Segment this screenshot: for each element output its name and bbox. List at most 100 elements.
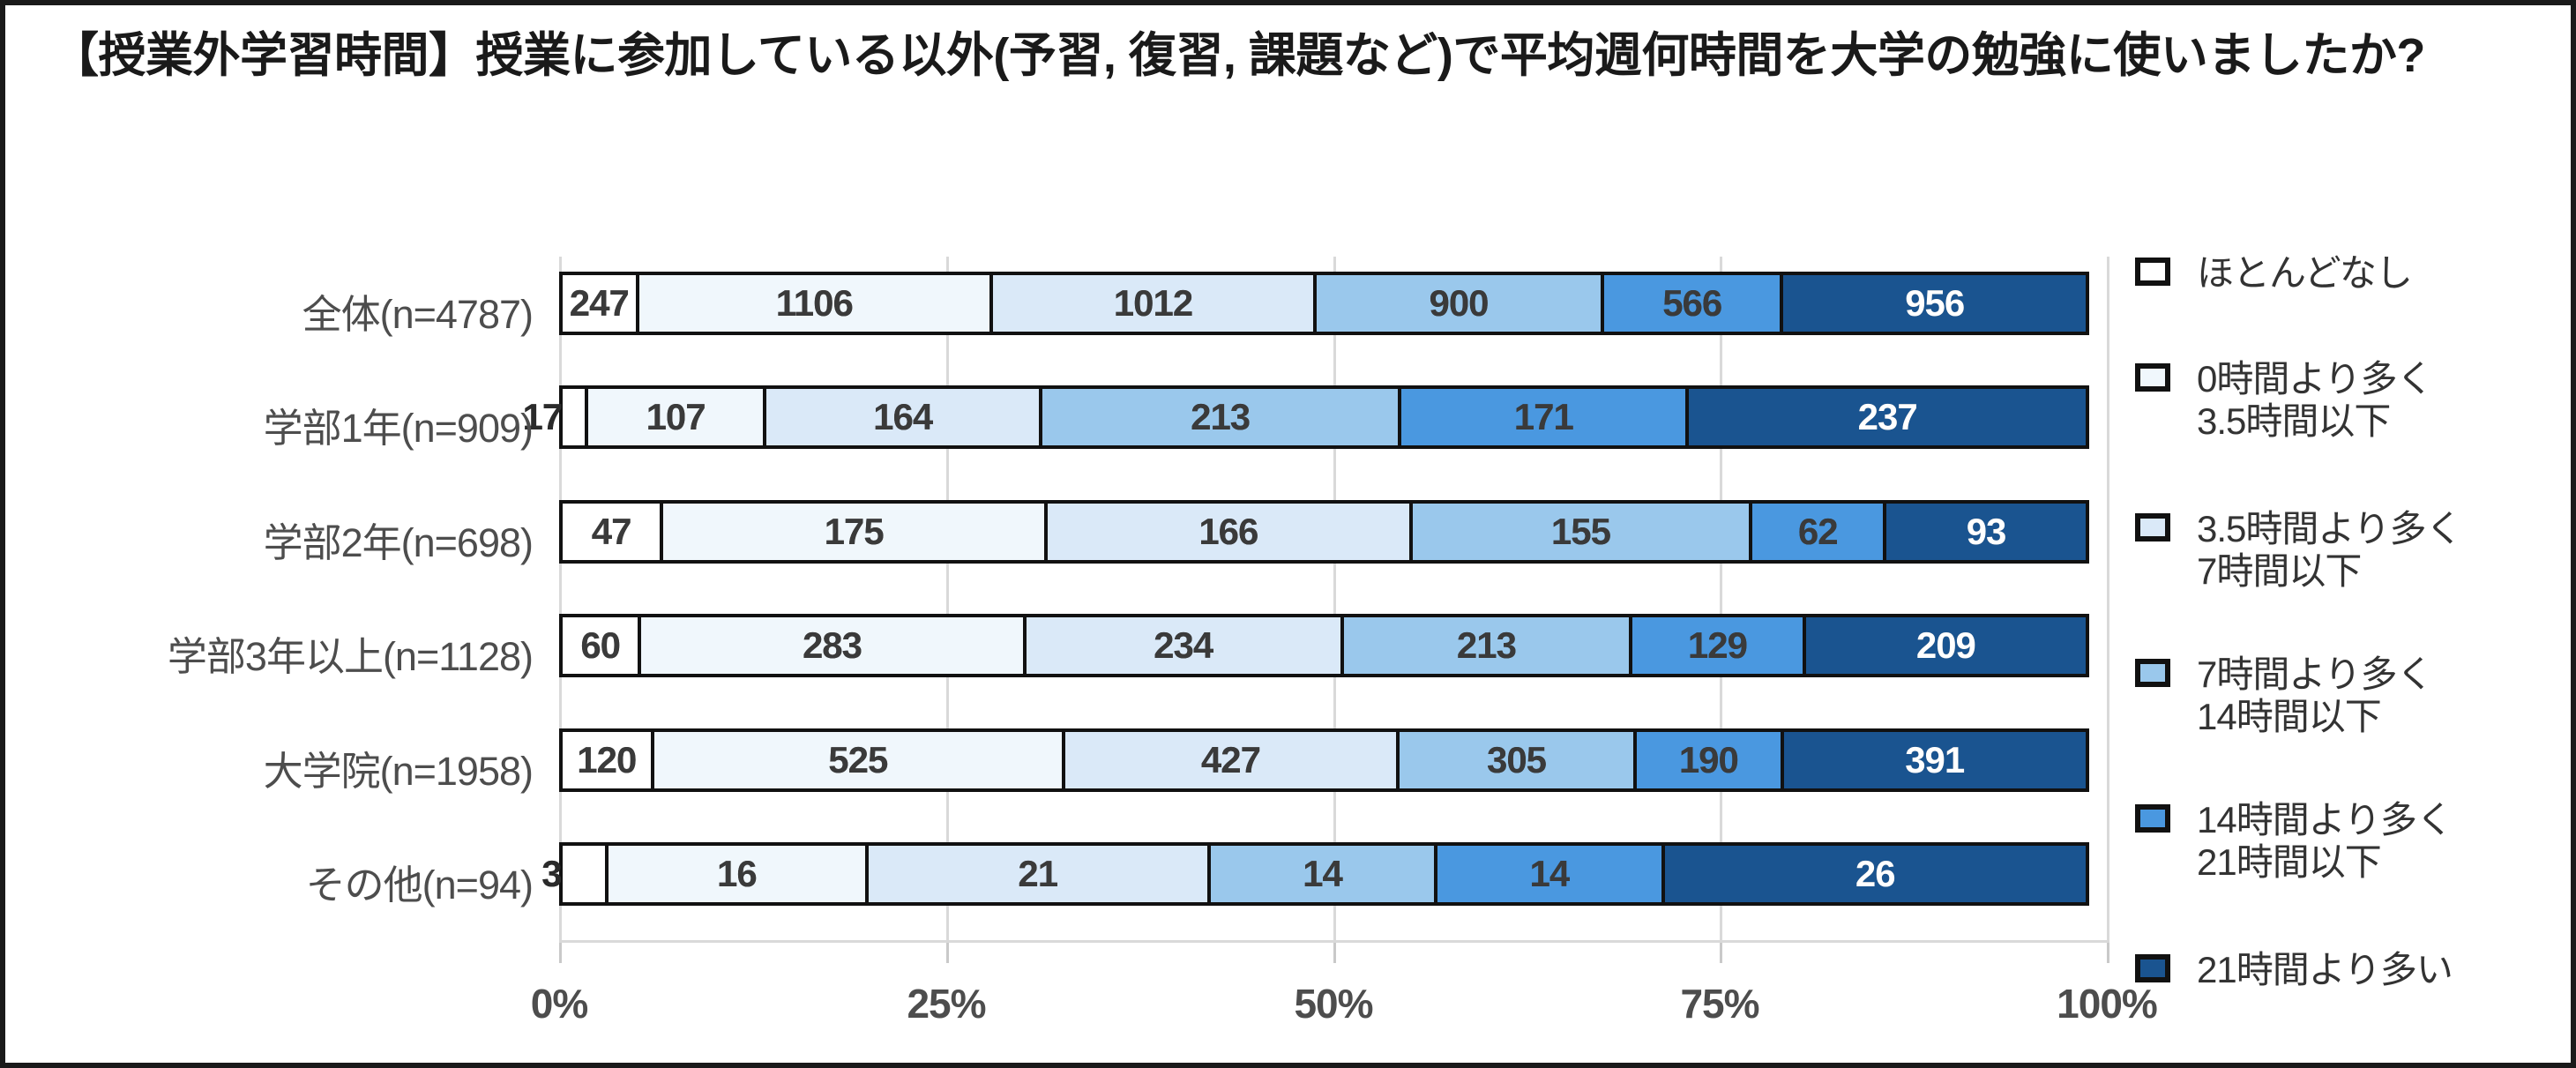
y-axis-category-label: 大学院(n=1958) (263, 749, 534, 794)
stacked-bar-row: 17 107 164 213 171 237 (523, 385, 2107, 449)
bar-segment[interactable]: 283 (638, 614, 1027, 677)
bar-segment-value: 234 (1154, 624, 1213, 666)
bar-segment[interactable]: 391 (1780, 728, 2089, 792)
bar-segment[interactable]: 166 (1044, 500, 1413, 564)
legend-item[interactable]: 14時間より多く 21時間以下 (2135, 799, 2453, 884)
bar-segment-value: 14 (1303, 853, 1343, 894)
legend-color-swatch (2135, 513, 2170, 541)
bar-segment-value: 26 (1855, 853, 1896, 894)
bar-segment-value: 3 (541, 853, 562, 894)
legend-item-label: 14時間より多く 21時間以下 (2197, 799, 2453, 883)
legend-item[interactable]: 21時間より多い (2135, 949, 2453, 991)
y-axis-category-label: 学部1年(n=909) (263, 406, 534, 451)
bar-segment-value: 171 (1513, 396, 1574, 437)
bar-segment-value: 16 (717, 853, 758, 894)
bar-segment[interactable]: 164 (763, 385, 1043, 449)
x-axis-tick-label: 75% (1680, 981, 1759, 1027)
legend-item-label: 0時間より多く 3.5時間以下 (2197, 358, 2434, 442)
bar-segment[interactable]: 21 (864, 842, 1211, 906)
bar-segment[interactable]: 3 (541, 842, 609, 906)
bar-segment-value: 47 (591, 511, 632, 552)
bar-segment[interactable]: 62 (1749, 500, 1887, 564)
bar-segment-value: 391 (1905, 739, 1965, 780)
x-axis-tick (1333, 940, 1336, 963)
x-axis-line (559, 940, 2109, 943)
bar-segment[interactable]: 175 (660, 500, 1049, 564)
stacked-bar-row: 60 283 234 213 129 209 (559, 614, 2107, 677)
bar-segment-value: 62 (1797, 511, 1839, 552)
bar-segment-value: 129 (1687, 624, 1748, 666)
bar-segment[interactable]: 956 (1780, 272, 2089, 335)
bar-segment[interactable]: 234 (1022, 614, 1344, 677)
legend-color-swatch (2135, 258, 2170, 286)
legend-item[interactable]: 0時間より多く 3.5時間以下 (2135, 358, 2434, 443)
bar-segment[interactable]: 427 (1062, 728, 1400, 792)
bar-segment-value: 209 (1915, 624, 1976, 666)
bar-segment-value: 155 (1550, 511, 1611, 552)
bar-segment-value: 283 (802, 624, 862, 666)
bar-segment-value: 120 (577, 739, 637, 780)
bar-segment[interactable]: 525 (650, 728, 1066, 792)
bar-segment-value: 213 (1191, 396, 1251, 437)
x-axis-tick-label: 0% (530, 981, 588, 1027)
bar-segment[interactable]: 213 (1340, 614, 1633, 677)
bar-segment[interactable]: 566 (1600, 272, 1784, 335)
legend-color-swatch (2135, 804, 2170, 833)
x-axis-tick-label: 100% (2057, 981, 2158, 1027)
stacked-bar-row: 47 175 166 155 62 93 (559, 500, 2107, 564)
legend-item-label: ほとんどなし (2197, 252, 2413, 294)
x-axis-tick (2107, 940, 2109, 963)
bar-segment[interactable]: 247 (559, 272, 639, 335)
bar-segment-value: 213 (1456, 624, 1517, 666)
legend-item[interactable]: 7時間より多く 14時間以下 (2135, 653, 2434, 738)
bar-segment[interactable]: 14 (1206, 842, 1438, 906)
stacked-bar-row: 247 1106 1012 900 566 956 (559, 272, 2107, 335)
bar-segment-value: 93 (1966, 511, 2007, 552)
legend-item-label: 3.5時間より多く 7時間以下 (2197, 508, 2463, 592)
bar-segment[interactable]: 107 (584, 385, 767, 449)
legend-item[interactable]: ほとんどなし (2135, 252, 2413, 295)
bar-segment[interactable]: 171 (1398, 385, 1690, 449)
bar-segment[interactable]: 1012 (989, 272, 1318, 335)
bar-segment-value: 175 (824, 511, 885, 552)
bar-segment-value: 247 (569, 282, 630, 324)
plot-area: 0% 25% 50% 75% 100% 247 1106 1012 900 566 956 17 107… (523, 257, 2158, 1027)
legend-item-label: 21時間より多い (2197, 949, 2453, 990)
bar-segment[interactable]: 213 (1039, 385, 1402, 449)
bar-segment[interactable]: 129 (1629, 614, 1806, 677)
bar-segment[interactable]: 305 (1395, 728, 1638, 792)
stacked-bar-row: 120 525 427 305 190 391 (559, 728, 2107, 792)
gridline (559, 257, 562, 940)
bar-segment[interactable]: 47 (559, 500, 664, 564)
bar-segment-value: 190 (1678, 739, 1739, 780)
gridline (1333, 257, 1336, 940)
bar-segment[interactable]: 60 (559, 614, 642, 677)
bar-segment-value: 427 (1200, 739, 1261, 780)
bar-segment[interactable]: 14 (1434, 842, 1665, 906)
bar-segment[interactable]: 209 (1802, 614, 2089, 677)
bar-segment[interactable]: 16 (605, 842, 869, 906)
bar-segment[interactable]: 120 (559, 728, 654, 792)
bar-segment[interactable]: 155 (1408, 500, 1753, 564)
legend-color-swatch (2135, 954, 2170, 982)
bar-segment-value: 956 (1905, 282, 1965, 324)
bar-segment[interactable]: 190 (1633, 728, 1784, 792)
y-axis-category-label: 学部3年以上(n=1128) (167, 634, 534, 679)
stacked-bar-row: 3 16 21 14 14 26 (541, 842, 2107, 906)
y-axis-category-label: 全体(n=4787) (302, 292, 534, 337)
x-axis-tick (1720, 940, 1722, 963)
bar-segment-value: 166 (1198, 511, 1258, 552)
legend-color-swatch (2135, 363, 2170, 392)
bar-segment-value: 1012 (1113, 282, 1193, 324)
bar-segment[interactable]: 26 (1661, 842, 2089, 906)
bar-segment-value: 164 (873, 396, 933, 437)
legend-item[interactable]: 3.5時間より多く 7時間以下 (2135, 508, 2463, 593)
bar-segment[interactable]: 237 (1685, 385, 2089, 449)
bar-segment[interactable]: 900 (1313, 272, 1604, 335)
bar-segment[interactable]: 1106 (635, 272, 994, 335)
x-axis-tick-label: 25% (907, 981, 986, 1027)
gridline (2107, 257, 2109, 940)
gridline (946, 257, 949, 940)
bar-segment[interactable]: 93 (1883, 500, 2089, 564)
